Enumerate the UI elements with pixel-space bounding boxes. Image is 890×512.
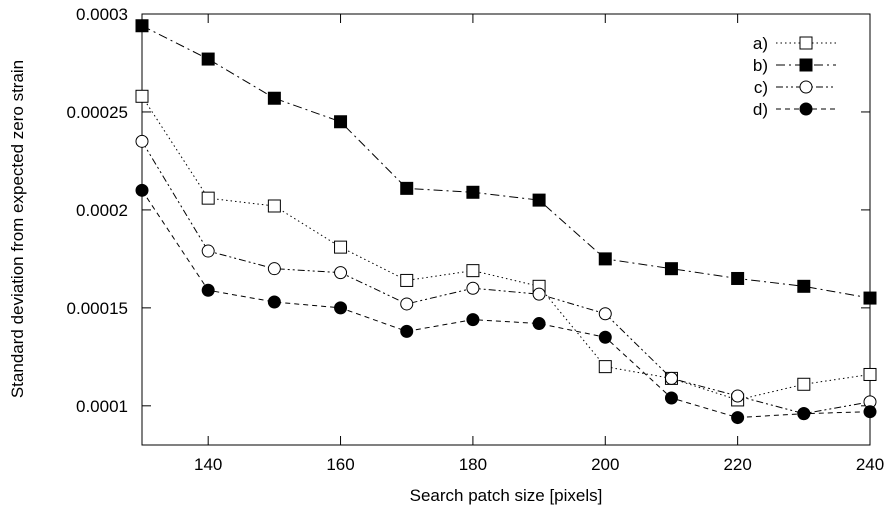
legend-item: b) (753, 56, 836, 75)
x-tick-label: 240 (856, 455, 884, 474)
series-line (141, 96, 871, 401)
data-point (201, 191, 215, 205)
data-point (135, 19, 149, 33)
y-tick-label: 0.0001 (76, 397, 128, 416)
series-3 (135, 134, 877, 421)
data-point (532, 287, 546, 301)
series-line (141, 25, 871, 299)
data-point (664, 262, 678, 276)
axis-ticks: 140 160 180 200 220 240 0.0001 0.00015 0.0002 0.0… (67, 5, 885, 474)
data-point (466, 264, 480, 278)
legend-marker (799, 80, 813, 94)
data-point (863, 291, 877, 305)
data-point (598, 360, 612, 374)
legend-item: a) (753, 34, 836, 53)
data-point (731, 271, 745, 285)
data-point (400, 273, 414, 287)
legend-label: a) (753, 34, 768, 53)
series-2 (135, 19, 877, 305)
series-line (141, 190, 871, 419)
data-point (731, 411, 745, 425)
series-4 (135, 183, 877, 425)
x-tick-label: 140 (194, 455, 222, 474)
data-point (267, 199, 281, 213)
legend-label: b) (753, 56, 768, 75)
legend-label: c) (754, 78, 768, 97)
legend-item: d) (753, 100, 836, 119)
data-point (664, 371, 678, 385)
x-tick-label: 200 (591, 455, 619, 474)
data-point (466, 313, 480, 327)
data-point (334, 266, 348, 280)
y-tick-label: 0.00015 (67, 299, 128, 318)
data-point (400, 324, 414, 338)
legend-label: d) (753, 100, 768, 119)
data-point (466, 185, 480, 199)
data-point (135, 89, 149, 103)
data-point (334, 115, 348, 129)
data-point (334, 240, 348, 254)
data-point (664, 391, 678, 405)
data-point (863, 405, 877, 419)
data-point (135, 183, 149, 197)
data-point (334, 301, 348, 315)
data-point (797, 407, 811, 421)
data-point (532, 317, 546, 331)
data-point (797, 279, 811, 293)
data-point (267, 295, 281, 309)
series-layer (135, 19, 877, 425)
data-point (863, 367, 877, 381)
data-point (797, 377, 811, 391)
data-point (466, 281, 480, 295)
legend: a) b) c) d) (753, 34, 836, 119)
data-point (598, 307, 612, 321)
data-point (598, 252, 612, 266)
data-point (267, 262, 281, 276)
plot-frame (141, 13, 871, 446)
x-tick-label: 180 (459, 455, 487, 474)
data-point (201, 283, 215, 297)
data-point (267, 91, 281, 105)
x-tick-label: 160 (326, 455, 354, 474)
data-point (598, 330, 612, 344)
legend-marker (799, 102, 813, 116)
data-point (400, 181, 414, 195)
legend-marker (799, 58, 813, 72)
data-point (201, 52, 215, 66)
y-tick-label: 0.0002 (76, 201, 128, 220)
y-axis-label: Standard deviation from expected zero st… (8, 60, 27, 398)
legend-marker (799, 36, 813, 50)
legend-item: c) (754, 78, 836, 97)
data-point (135, 134, 149, 148)
data-point (731, 389, 745, 403)
x-axis-label: Search patch size [pixels] (410, 486, 603, 505)
series-line (141, 141, 871, 415)
data-point (400, 297, 414, 311)
series-1 (135, 89, 877, 407)
x-tick-label: 220 (723, 455, 751, 474)
data-point (201, 244, 215, 258)
y-tick-label: 0.00025 (67, 103, 128, 122)
data-point (532, 193, 546, 207)
y-tick-label: 0.0003 (76, 5, 128, 24)
